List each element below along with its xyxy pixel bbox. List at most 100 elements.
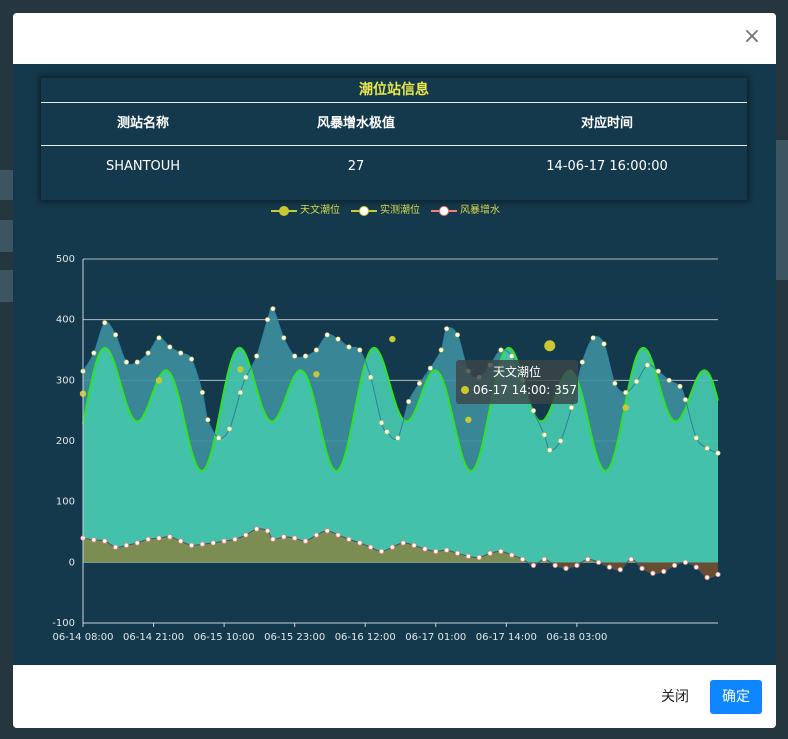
measured-tide-point — [612, 380, 618, 386]
storm-surge-point — [552, 562, 558, 568]
x-tick-label: 06-17 14:00 — [476, 632, 537, 643]
measured-tide-point — [123, 359, 129, 365]
measured-tide-point — [568, 405, 574, 411]
storm-surge-point — [476, 554, 482, 561]
measured-tide-point — [498, 347, 504, 353]
storm-surge-point — [389, 544, 395, 550]
storm-surge-point — [123, 542, 130, 548]
legend-item-measured-tide[interactable]: 实测潮位 — [351, 203, 421, 219]
storm-surge-point — [335, 532, 341, 538]
storm-surge-point — [134, 540, 140, 546]
legend-item-storm-surge[interactable]: 风暴增水 — [431, 203, 503, 219]
measured-tide-point — [644, 362, 650, 368]
measured-tide-point — [655, 368, 661, 374]
chart-tooltip: 天文潮位 06-17 14:00: 357 — [456, 360, 578, 404]
measured-tide-point — [384, 429, 390, 435]
legend-dot — [439, 206, 449, 216]
y-tick-label: 200 — [56, 436, 75, 447]
x-tick-label: 06-17 01:00 — [405, 632, 466, 643]
close-button[interactable]: 关闭 — [661, 689, 689, 705]
measured-tide-point — [558, 438, 564, 444]
storm-surge-point — [221, 538, 227, 544]
legend-dot — [279, 206, 289, 216]
storm-surge-point — [243, 532, 249, 538]
measured-tide-point — [156, 335, 162, 341]
header-station-name: 测站名称 — [116, 116, 169, 131]
storm-surge-point — [520, 556, 526, 562]
storm-surge-point — [585, 556, 591, 562]
info-divider — [41, 145, 747, 146]
storm-surge-point — [199, 541, 206, 547]
measured-tide-point — [623, 389, 629, 395]
astro-tide-point — [389, 335, 396, 343]
measured-tide-point — [693, 435, 699, 441]
storm-surge-point — [530, 562, 537, 568]
chart-legend: 天文潮位 实测潮位 风暴增水 — [13, 203, 776, 219]
legend-item-astro-tide[interactable]: 天文潮位 — [271, 203, 341, 219]
storm-surge-point — [378, 548, 385, 555]
storm-surge-point — [313, 532, 319, 538]
storm-surge-point — [302, 538, 309, 544]
measured-tide-point — [243, 374, 249, 380]
measured-tide-point — [265, 317, 271, 323]
measured-tide-point — [509, 353, 515, 359]
backdrop-panel-right — [776, 140, 788, 280]
storm-surge-point — [639, 565, 645, 571]
measured-tide-point — [335, 336, 341, 342]
chart-areas — [83, 307, 718, 578]
astro-tide-point — [313, 371, 320, 378]
storm-surge-point — [102, 538, 108, 544]
storm-surge-point — [264, 528, 271, 534]
storm-surge-point — [91, 537, 97, 543]
x-tick-label: 06-15 10:00 — [194, 632, 255, 643]
y-tick-label: 0 — [69, 557, 75, 568]
storm-surge-point — [563, 565, 569, 571]
cell-time: 14-06-17 16:00:00 — [546, 159, 668, 174]
axes: -100 0 100 200 300 400 500 06-14 08:00 06-14 21:… — [52, 254, 718, 643]
x-tick-label: 06-14 21:00 — [123, 632, 184, 643]
storm-surge-point — [509, 552, 515, 558]
measured-tide-point — [324, 332, 330, 338]
measured-tide-point — [205, 417, 211, 423]
close-icon[interactable]: × — [742, 24, 762, 49]
tooltip-title: 天文潮位 — [492, 365, 541, 379]
legend-label: 天文潮位 — [300, 205, 340, 216]
storm-surge-point — [281, 534, 287, 540]
storm-surge-point — [145, 536, 151, 542]
measured-tide-point — [634, 379, 640, 385]
storm-surge-point — [270, 536, 276, 542]
measured-tide-point — [357, 347, 363, 353]
storm-surge-point — [628, 556, 634, 562]
header-time: 对应时间 — [580, 116, 633, 131]
storm-surge-point — [661, 568, 667, 575]
measured-tide-point — [715, 450, 721, 456]
storm-surge-point — [422, 546, 428, 552]
confirm-button[interactable]: 确定 — [710, 680, 762, 714]
measured-tide-point — [216, 435, 222, 441]
measured-tide-point — [547, 447, 553, 453]
tide-chart: -100 0 100 200 300 400 500 06-14 08:00 06-14 21:… — [52, 254, 721, 643]
storm-surge-point — [541, 556, 547, 562]
measured-tide-point — [237, 389, 243, 395]
backdrop-panel-left — [0, 170, 13, 200]
storm-surge-point — [617, 567, 623, 573]
storm-surge-point — [112, 544, 119, 550]
storm-surge-point — [487, 550, 493, 556]
measured-tide-point — [677, 383, 683, 389]
measured-tide-point — [134, 359, 140, 365]
y-tick-label: -100 — [52, 618, 75, 629]
storm-surge-point — [357, 540, 363, 546]
y-tick-label: 400 — [56, 315, 75, 326]
measured-tide-point — [199, 389, 205, 395]
measured-tide-point — [579, 359, 585, 365]
measured-tide-point — [113, 332, 119, 338]
measured-tide-point — [530, 408, 536, 414]
backdrop-panel-left — [0, 270, 13, 302]
dialog-footer: 关闭 确定 — [13, 665, 776, 728]
measured-tide-point — [346, 344, 352, 350]
storm-surge-point — [682, 559, 689, 565]
measured-tide-point — [368, 374, 374, 380]
tide-station-dialog: × 潮位站信息 测站名称 风暴增水极值 对应时间 SHANTOUH 27 14-… — [13, 13, 776, 728]
measured-tide-point — [682, 397, 688, 403]
legend-label: 实测潮位 — [380, 205, 420, 216]
